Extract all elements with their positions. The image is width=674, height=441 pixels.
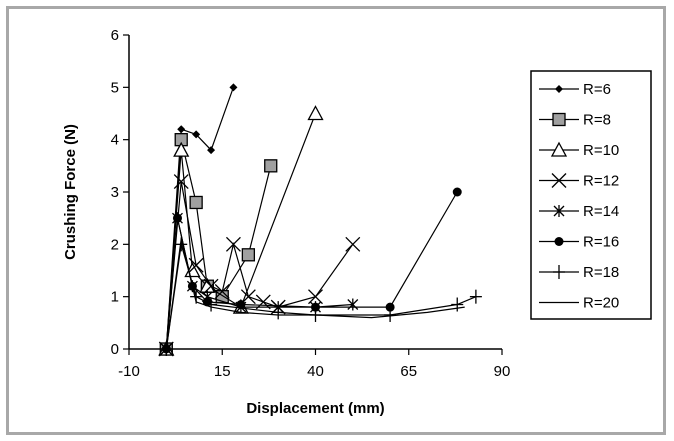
- data-point: [308, 289, 323, 305]
- series-layer: [158, 83, 482, 357]
- data-point: [241, 248, 256, 262]
- x-tick-label: 65: [400, 363, 417, 380]
- legend-marker: [550, 141, 568, 157]
- data-point: [189, 195, 203, 210]
- chart-frame: 0 1 2 3 4 5 6 -10 15 40 65 90 Crushing Force (N) Di…: [6, 6, 666, 435]
- series-r-16: [161, 187, 462, 354]
- x-tick-label: 40: [307, 363, 324, 380]
- series-line: [165, 191, 458, 350]
- legend-label: R=12: [583, 173, 619, 190]
- legend-item: R=10: [539, 141, 619, 159]
- data-point: [173, 174, 189, 189]
- y-tick-label: 5: [111, 79, 119, 96]
- data-point: [452, 187, 462, 197]
- legend-label: R=18: [583, 264, 619, 281]
- data-point: [214, 283, 230, 299]
- y-tick-label: 0: [111, 341, 119, 358]
- data-point: [347, 298, 359, 311]
- y-tick-label: 2: [111, 236, 119, 253]
- data-point: [272, 305, 285, 320]
- data-point: [205, 297, 218, 312]
- data-point: [236, 300, 246, 310]
- data-point: [188, 257, 204, 273]
- chart-svg: 0 1 2 3 4 5 6 -10 15 40 65 90 Crushing Force (N) Di…: [62, 27, 652, 417]
- legend-item: R=14: [539, 203, 619, 220]
- ticks-layer: 0 1 2 3 4 5 6 -10 15 40 65 90: [111, 27, 511, 380]
- y-tick-label: 6: [111, 27, 119, 44]
- y-axis-title: Crushing Force (N): [62, 124, 79, 260]
- legend-label: R=10: [583, 142, 619, 159]
- series-r-12: [158, 174, 361, 357]
- y-tick-label: 3: [111, 184, 119, 201]
- data-point: [207, 146, 216, 155]
- legend-marker: [554, 237, 564, 246]
- data-point: [451, 297, 464, 312]
- legend-label: R=6: [583, 81, 611, 98]
- legend-item: R=6: [539, 81, 611, 98]
- y-tick-label: 1: [111, 289, 119, 306]
- x-tick-label: 90: [494, 363, 511, 380]
- axes-layer: [128, 35, 502, 350]
- legend-marker: [555, 85, 563, 93]
- y-tick-label: 4: [111, 132, 119, 149]
- data-point: [192, 130, 201, 139]
- legend-item: R=8: [539, 112, 611, 129]
- data-point: [177, 125, 186, 134]
- data-point: [229, 83, 238, 92]
- legend-box: [530, 70, 652, 320]
- series-line: [165, 244, 477, 350]
- data-point: [469, 289, 482, 304]
- legend-label: R=14: [583, 203, 619, 220]
- legend-marker: [552, 112, 566, 127]
- legend-label: R=16: [583, 234, 619, 251]
- series-r-18: [160, 237, 482, 356]
- legend-item: R=16: [539, 234, 619, 251]
- legend-marker: [553, 205, 565, 217]
- x-axis-title: Displacement (mm): [246, 400, 384, 417]
- data-point: [225, 236, 241, 252]
- series-r-20: [165, 238, 465, 350]
- data-point: [307, 105, 324, 121]
- legend-item: R=18: [539, 264, 619, 281]
- data-point: [173, 141, 190, 157]
- x-tick-label: -10: [118, 363, 140, 380]
- data-point: [172, 213, 182, 223]
- legend-item: R=20: [539, 295, 619, 312]
- data-point: [311, 302, 320, 312]
- legend-item: R=12: [539, 173, 619, 190]
- x-tick-label: 15: [214, 363, 231, 380]
- legend-marker: [553, 265, 565, 279]
- legend-label: R=20: [583, 295, 619, 312]
- series-line: [165, 238, 465, 350]
- legend: R=6 R=8 R=10 R=12 R=14 R=16 R=18 R=20: [530, 70, 652, 320]
- legend-marker: [551, 173, 567, 188]
- data-point: [345, 236, 361, 252]
- legend-label: R=8: [583, 112, 611, 129]
- data-point: [264, 159, 278, 173]
- data-point: [203, 278, 219, 294]
- data-point: [385, 302, 395, 312]
